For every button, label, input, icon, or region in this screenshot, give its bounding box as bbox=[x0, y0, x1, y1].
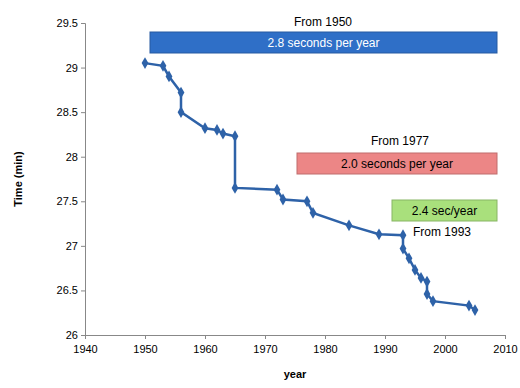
x-tick-label: 1950 bbox=[133, 343, 157, 355]
x-axis-line bbox=[86, 336, 506, 340]
y-tick-mark bbox=[81, 112, 85, 113]
series-marker bbox=[400, 229, 407, 241]
x-tick-mark bbox=[325, 335, 326, 339]
series-line bbox=[145, 63, 475, 310]
series-marker bbox=[178, 87, 185, 99]
series-marker bbox=[412, 264, 419, 276]
y-tick-label: 26 bbox=[66, 329, 78, 341]
annotation-text: 2.0 seconds per year bbox=[341, 157, 453, 171]
x-tick: 1980 bbox=[313, 335, 337, 355]
annotation-text: 2.4 sec/year bbox=[412, 204, 477, 218]
x-axis: 1940 1950 1960 1970 1980 1990 2000 2010 bbox=[73, 335, 517, 355]
series-marker bbox=[472, 304, 479, 316]
y-tick-mark bbox=[81, 290, 85, 291]
series-marker bbox=[202, 122, 209, 134]
series-marker bbox=[376, 228, 383, 240]
series-marker bbox=[400, 243, 407, 255]
x-tick-mark bbox=[505, 335, 506, 339]
annotation-label: From 1977 bbox=[371, 134, 429, 148]
y-tick-label: 28.5 bbox=[57, 106, 78, 118]
y-tick: 26 bbox=[66, 329, 85, 341]
y-tick-mark bbox=[81, 23, 85, 24]
annotation-box bbox=[150, 32, 497, 53]
x-tick: 2000 bbox=[433, 335, 457, 355]
x-tick-mark bbox=[205, 335, 206, 339]
x-tick-label: 1940 bbox=[73, 343, 97, 355]
annotation-label: From 1993 bbox=[413, 225, 471, 239]
series-marker bbox=[466, 300, 473, 312]
series-marker bbox=[406, 252, 413, 264]
annotation-box bbox=[297, 153, 497, 174]
series-marker bbox=[304, 195, 311, 207]
x-tick-mark bbox=[145, 335, 146, 339]
x-tick-label: 1960 bbox=[193, 343, 217, 355]
series-marker bbox=[220, 128, 227, 140]
series-marker bbox=[310, 207, 317, 219]
plot-marks bbox=[142, 57, 479, 316]
x-tick-mark bbox=[445, 335, 446, 339]
series-marker bbox=[178, 106, 185, 118]
y-tick-mark bbox=[81, 335, 85, 336]
y-tick: 27.5 bbox=[57, 195, 85, 207]
x-tick-label: 1980 bbox=[313, 343, 337, 355]
annotation-box bbox=[392, 200, 497, 221]
series-marker bbox=[430, 295, 437, 307]
series-marker bbox=[280, 194, 287, 206]
x-tick: 2010 bbox=[493, 335, 517, 355]
x-tick-label: 2000 bbox=[433, 343, 457, 355]
annotations: 2.8 seconds per year From 1950 2.0 seconds… bbox=[150, 15, 497, 239]
series-marker bbox=[214, 124, 221, 136]
x-tick-label: 1990 bbox=[373, 343, 397, 355]
x-tick: 1960 bbox=[193, 335, 217, 355]
series-marker bbox=[232, 130, 239, 142]
x-tick-label: 1970 bbox=[253, 343, 277, 355]
y-tick-label: 29.5 bbox=[57, 17, 78, 29]
y-axis-title: Time (min) bbox=[12, 151, 24, 207]
series-marker bbox=[166, 71, 173, 83]
y-tick-label: 26.5 bbox=[57, 284, 78, 296]
y-tick: 26.5 bbox=[57, 284, 85, 296]
x-axis-title: year bbox=[284, 368, 307, 380]
x-tick-mark bbox=[265, 335, 266, 339]
y-axis-line bbox=[81, 24, 86, 336]
series-marker bbox=[424, 276, 431, 288]
y-tick-mark bbox=[81, 68, 85, 69]
y-tick: 28 bbox=[66, 151, 85, 163]
series-marker bbox=[142, 57, 149, 69]
y-tick-label: 28 bbox=[66, 151, 78, 163]
x-tick-label: 2010 bbox=[493, 343, 517, 355]
x-tick: 1950 bbox=[133, 335, 157, 355]
x-tick: 1990 bbox=[373, 335, 397, 355]
y-tick-label: 27.5 bbox=[57, 195, 78, 207]
series-marker bbox=[424, 288, 431, 300]
y-tick-mark bbox=[81, 157, 85, 158]
series-marker bbox=[232, 182, 239, 194]
y-axis: 26 26.5 27 27.5 28 28.5 29 29.5 bbox=[57, 17, 86, 341]
annotation-label: From 1950 bbox=[294, 15, 352, 29]
x-tick: 1970 bbox=[253, 335, 277, 355]
y-tick: 28.5 bbox=[57, 106, 85, 118]
x-tick: 1940 bbox=[73, 335, 97, 355]
series-marker bbox=[346, 219, 353, 231]
x-tick-mark bbox=[85, 335, 86, 339]
series-marker bbox=[274, 184, 281, 196]
x-tick-mark bbox=[385, 335, 386, 339]
annotation-text: 2.8 seconds per year bbox=[267, 36, 379, 50]
y-tick: 29 bbox=[66, 62, 85, 74]
y-tick-mark bbox=[81, 246, 85, 247]
y-tick: 29.5 bbox=[57, 17, 85, 29]
chart: 26 26.5 27 27.5 28 28.5 29 29.5 1940 1950 1960 1970… bbox=[0, 0, 520, 388]
y-tick-mark bbox=[81, 201, 85, 202]
series-marker bbox=[418, 272, 425, 284]
series-marker bbox=[160, 60, 167, 72]
y-tick: 27 bbox=[66, 240, 85, 252]
y-tick-label: 27 bbox=[66, 240, 78, 252]
y-tick-label: 29 bbox=[66, 62, 78, 74]
